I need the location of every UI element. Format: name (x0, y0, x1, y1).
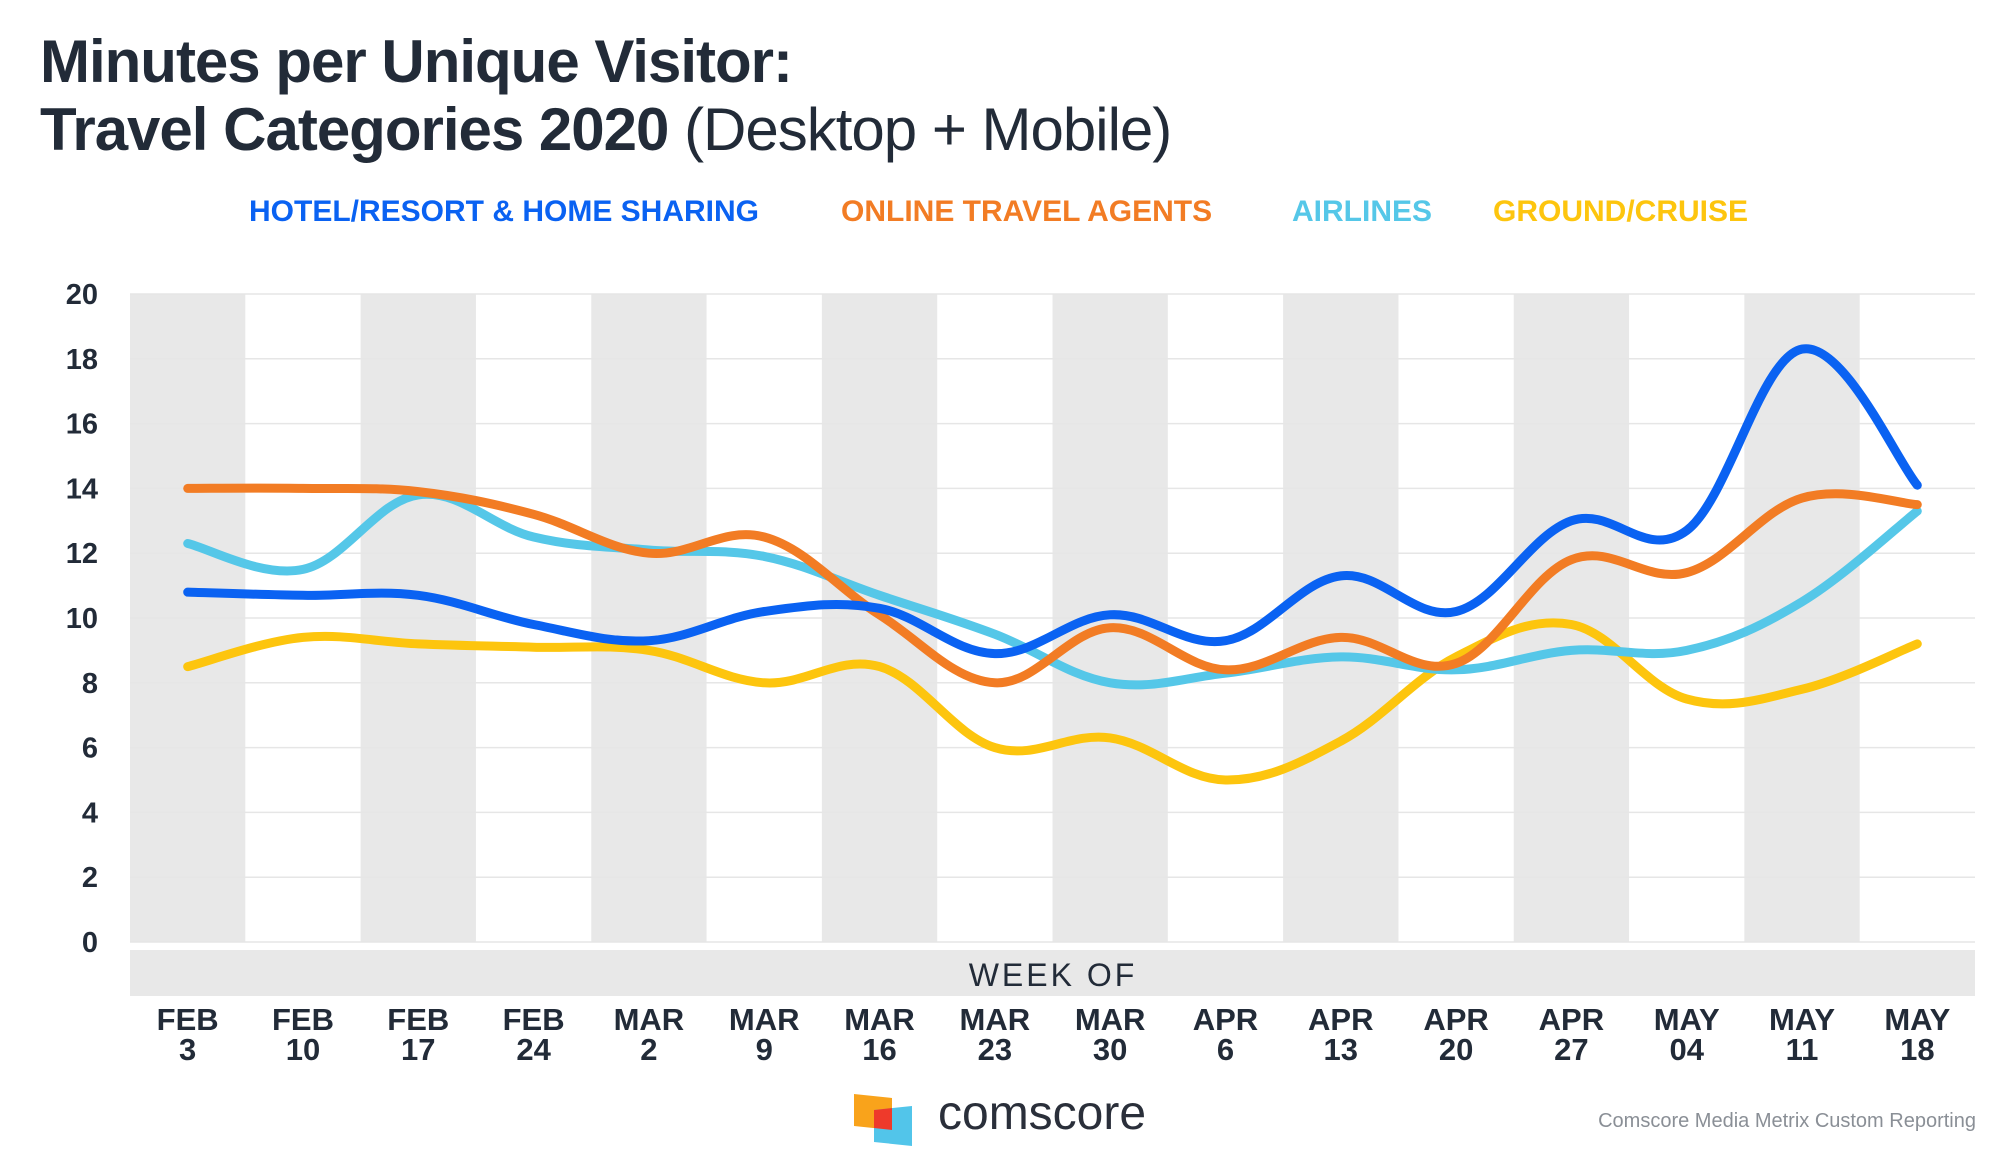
y-tick-label: 0 (82, 927, 98, 959)
legend-item-online-travel-agents: ONLINE TRAVEL AGENTS (841, 195, 1213, 228)
x-tick-label: MAR 2 (614, 1002, 685, 1067)
y-tick-label: 12 (66, 538, 98, 570)
x-tick-label: APR 20 (1423, 1002, 1488, 1067)
x-tick-label: MAR 23 (960, 1002, 1031, 1067)
x-tick-label: MAY 04 (1654, 1002, 1720, 1067)
series-lines (183, 344, 1922, 785)
x-tick-label: FEB 3 (157, 1002, 219, 1067)
x-tick-label: MAY 11 (1769, 1002, 1835, 1067)
x-tick-label: FEB 17 (387, 1002, 449, 1067)
x-tick-label: MAY 18 (1884, 1002, 1950, 1067)
legend-item-airlines: AIRLINES (1292, 195, 1433, 228)
comscore-wordmark: comscore (938, 1087, 1147, 1140)
y-tick-label: 18 (66, 344, 98, 376)
x-tick-label: FEB 10 (272, 1002, 334, 1067)
y-tick-label: 2 (82, 862, 98, 894)
y-tick-label: 20 (66, 279, 98, 311)
legend-item-ground-cruise: GROUND/CRUISE (1493, 195, 1749, 228)
y-tick-label: 16 (66, 409, 98, 441)
x-tick-label: MAR 16 (844, 1002, 915, 1067)
y-tick-label: 14 (66, 473, 98, 505)
y-axis-ticks: 0 2 4 6 8 10 12 14 16 18 20 (66, 279, 98, 959)
source-note: Comscore Media Metrix Custom Reporting (1598, 1110, 1976, 1132)
legend-item-hotel: HOTEL/RESORT & HOME SHARING (249, 195, 760, 228)
chart-title-line2-light: (Desktop + Mobile) (684, 96, 1172, 163)
y-tick-label: 4 (82, 797, 98, 829)
comscore-logo-icon (854, 1094, 912, 1146)
x-axis-band (130, 950, 1975, 996)
chart-title-line2-bold: Travel Categories 2020 (40, 96, 669, 163)
x-tick-label: APR 13 (1308, 1002, 1373, 1067)
comscore-logo: comscore (852, 1087, 1146, 1146)
x-tick-label: APR 27 (1539, 1002, 1604, 1067)
y-tick-label: 8 (82, 668, 98, 700)
series-line-online-travel-agents (183, 483, 1922, 688)
gridlines (130, 293, 1975, 943)
x-axis-title: WEEK OF (969, 957, 1138, 993)
x-tick-label: MAR 9 (729, 1002, 800, 1067)
x-axis-ticks: FEB 3 FEB 10 FEB 17 FEB 24 MAR 2 MAR 9 MAR 16 MAR 23 MAR… (157, 1002, 1951, 1067)
x-tick-label: FEB 24 (503, 1002, 565, 1067)
chart-title-line1: Minutes per Unique Visitor: (40, 28, 793, 95)
series-line-ground-cruise (183, 618, 1922, 785)
chart-title: Minutes per Unique Visitor: Travel Categ… (40, 28, 1172, 164)
x-tick-label: MAR 30 (1075, 1002, 1146, 1067)
x-tick-label: APR 6 (1193, 1002, 1258, 1067)
y-tick-label: 10 (66, 603, 98, 635)
legend: HOTEL/RESORT & HOME SHARING ONLINE TRAVE… (0, 195, 2000, 235)
series-line-hotel (183, 344, 1922, 659)
y-tick-label: 6 (82, 733, 98, 765)
